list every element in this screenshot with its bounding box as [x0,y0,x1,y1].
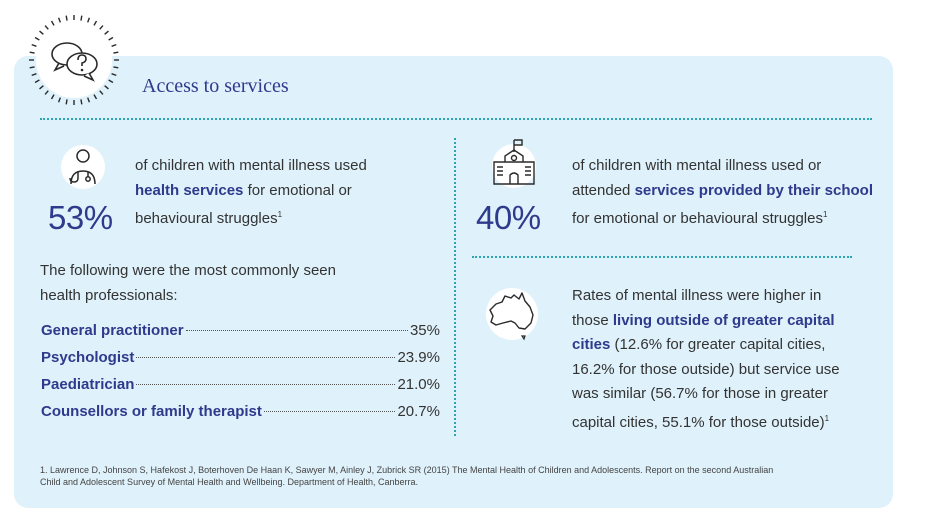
list-item: General practitioner 35% [41,322,440,339]
title-divider [40,118,872,120]
school-text: of children with mental illness used or … [572,157,873,227]
list-item: Psychologist 23.9% [41,349,440,366]
health-percent: 53% [48,199,113,236]
doctor-stethoscope-icon [61,145,105,189]
list-item: Counsellors or family therapist 20.7% [41,403,440,420]
australia-map-icon [486,288,538,341]
access-services-panel [14,56,893,508]
school-percent: 40% [476,199,541,236]
health-text: of children with mental illness used hea… [135,157,367,227]
section-title: Access to services [142,75,289,97]
rural-text: Rates of mental illness were higher in t… [572,287,840,431]
school-building-icon [492,139,536,188]
question-bubbles-icon [29,15,119,105]
professionals-intro: The following were the most commonly see… [40,262,336,304]
column-divider [454,138,456,436]
list-item: Paediatrician 21.0% [41,376,440,393]
school-highlight: services provided by their school [634,181,873,199]
health-highlight: health services [135,181,244,199]
footnote: 1. Lawrence D, Johnson S, Hafekost J, Bo… [40,465,774,487]
professionals-list: General practitioner 35% Psychologist 23.9… [41,322,440,430]
right-divider [472,256,852,258]
